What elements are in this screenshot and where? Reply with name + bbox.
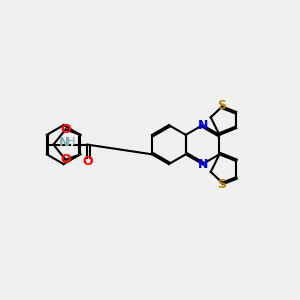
Text: S: S [218, 178, 226, 190]
Text: N: N [59, 136, 69, 149]
Text: H: H [67, 137, 75, 147]
Text: O: O [60, 123, 71, 136]
Text: S: S [218, 99, 226, 112]
Text: N: N [197, 119, 208, 132]
Text: O: O [82, 155, 93, 168]
Text: N: N [197, 158, 208, 170]
Text: O: O [60, 153, 71, 166]
